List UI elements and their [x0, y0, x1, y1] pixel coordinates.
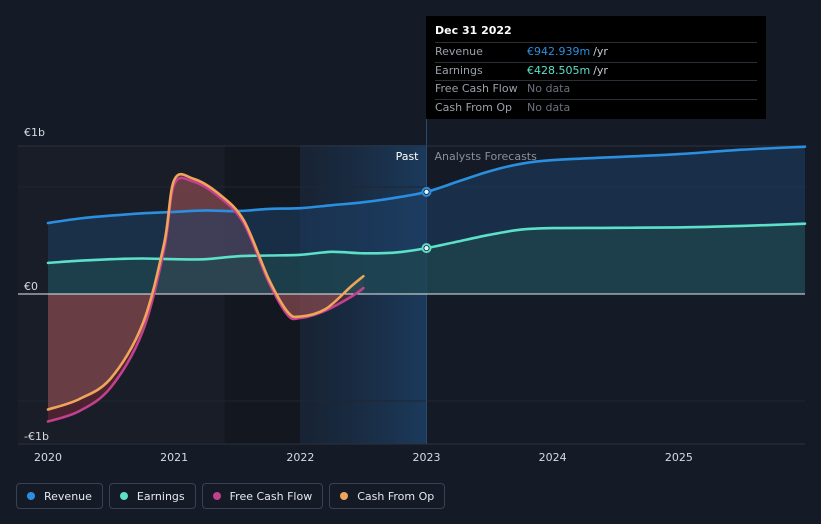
line-cfo — [46, 172, 365, 411]
legend-dot-icon — [119, 492, 128, 500]
x-tick-label: 2023 — [413, 451, 441, 464]
tooltip: Dec 31 2022 Revenue €942.939m /yr Earnin… — [426, 16, 766, 119]
tooltip-value: €942.939m — [527, 45, 591, 58]
chart-canvas: €1b €0 -€1b 2020 2021 2022 2023 2024 2025 Past Ana… — [18, 119, 807, 464]
tooltip-unit: /yr — [593, 63, 608, 77]
legend-label: Cash From Op — [357, 489, 435, 503]
y-tick-label: €0 — [24, 280, 38, 293]
x-tick-label: 2020 — [34, 451, 62, 464]
marker-dot-revenue — [424, 189, 429, 195]
x-tick-label: 2022 — [286, 451, 314, 464]
tooltip-label: Cash From Op — [435, 100, 513, 114]
x-tick-label: 2024 — [539, 451, 567, 464]
tooltip-label: Revenue — [435, 45, 483, 58]
legend-dot-icon — [340, 492, 349, 500]
legend-dot-icon — [27, 492, 35, 500]
legend-label: Free Cash Flow — [229, 489, 313, 503]
line-revenue — [46, 145, 807, 225]
tooltip-value: No data — [527, 100, 571, 114]
line-earnings — [46, 222, 807, 265]
y-tick-label: -€1b — [24, 430, 49, 443]
tooltip-label: Earnings — [435, 63, 483, 77]
legend-label: Earnings — [136, 489, 185, 503]
forecast-label: Analysts Forecasts — [435, 150, 538, 163]
tooltip-value: €428.505m — [527, 63, 591, 77]
legend-item-earnings[interactable]: Earnings — [108, 483, 196, 509]
tooltip-label: Free Cash Flow — [435, 82, 518, 95]
area-fcf — [48, 177, 364, 422]
legend-label: Revenue — [44, 489, 92, 503]
marker-dot-earnings — [424, 245, 429, 251]
x-tick-label: 2025 — [665, 451, 693, 464]
area-earnings — [48, 223, 805, 294]
legend-item-revenue[interactable]: Revenue — [16, 483, 103, 509]
y-tick-label: €1b — [24, 126, 45, 139]
past-label: Past — [396, 150, 420, 163]
x-tick-label: 2021 — [160, 451, 188, 464]
tooltip-date: Dec 31 2022 — [435, 24, 757, 43]
legend: Revenue Earnings Free Cash Flow Cash Fro… — [16, 483, 446, 509]
tooltip-row-revenue: Revenue €942.939m /yr — [435, 44, 757, 63]
tooltip-row-earnings: Earnings €428.505m /yr — [435, 63, 757, 81]
legend-item-free-cash-flow[interactable]: Free Cash Flow — [201, 483, 324, 509]
legend-item-cash-from-op[interactable]: Cash From Op — [329, 483, 446, 509]
legend-dot-icon — [212, 492, 221, 500]
tooltip-row-cfo: Cash From Op No data — [435, 100, 757, 118]
tooltip-row-fcf: Free Cash Flow No data — [435, 81, 757, 100]
tooltip-unit: /yr — [593, 45, 608, 58]
tooltip-value: No data — [527, 82, 571, 95]
